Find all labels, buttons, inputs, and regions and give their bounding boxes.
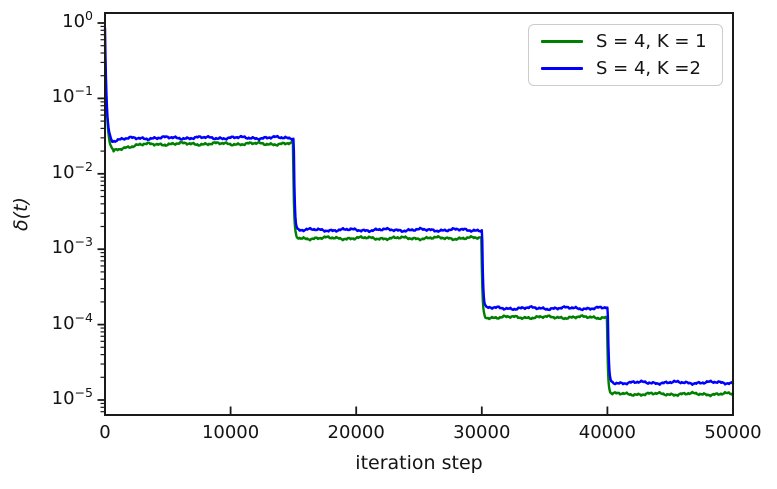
axes-frame <box>104 12 734 416</box>
legend-label: S = 4, K = 1 <box>596 30 707 52</box>
y-tick-label: 10−3 <box>51 234 93 259</box>
legend-item: S = 4, K = 1 <box>541 31 722 53</box>
x-tick-label: 10000 <box>201 422 260 443</box>
y-tick-label: 10−1 <box>51 83 93 108</box>
legend-item: S = 4, K =2 <box>541 58 722 80</box>
series-line-1 <box>103 27 735 386</box>
y-tick-label: 10−4 <box>51 309 93 334</box>
x-tick-label: 30000 <box>453 422 511 443</box>
x-axis-label: iteration step <box>355 452 483 474</box>
x-tick-label: 20000 <box>327 422 385 443</box>
y-tick-label: 100 <box>62 8 93 32</box>
legend-line-sample-green <box>541 39 583 44</box>
series-line-0 <box>103 41 735 398</box>
x-tick-label: 0 <box>99 422 111 443</box>
x-tick-label: 50000 <box>704 422 762 443</box>
legend-line-sample-blue <box>541 66 583 71</box>
y-axis-label: δ(t) <box>10 197 32 231</box>
legend: S = 4, K = 1 S = 4, K =2 <box>528 24 723 86</box>
y-tick-label: 10−2 <box>51 158 93 183</box>
x-tick-label: 40000 <box>578 422 637 443</box>
legend-label: S = 4, K =2 <box>596 57 701 79</box>
y-tick-label: 10−5 <box>51 385 93 409</box>
